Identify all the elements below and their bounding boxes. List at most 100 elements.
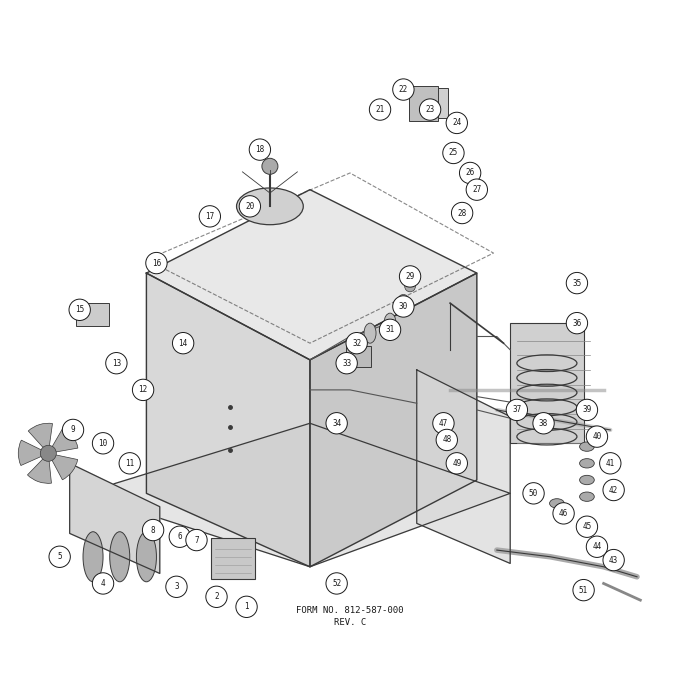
Circle shape <box>400 266 421 287</box>
Polygon shape <box>416 370 510 563</box>
Text: 32: 32 <box>352 339 361 348</box>
Circle shape <box>346 332 368 354</box>
Text: 17: 17 <box>205 212 214 221</box>
Text: REV. C: REV. C <box>334 618 366 627</box>
Circle shape <box>566 273 587 294</box>
Text: 2: 2 <box>214 592 219 601</box>
Text: 29: 29 <box>405 272 414 281</box>
Circle shape <box>119 453 141 474</box>
Circle shape <box>566 312 587 334</box>
Circle shape <box>466 179 487 201</box>
Polygon shape <box>146 190 477 360</box>
Circle shape <box>326 413 347 434</box>
FancyBboxPatch shape <box>409 86 438 121</box>
Circle shape <box>587 426 608 448</box>
Text: 49: 49 <box>452 459 461 468</box>
Text: 48: 48 <box>442 435 452 444</box>
Text: 1: 1 <box>244 602 249 611</box>
Circle shape <box>393 296 414 317</box>
Text: 31: 31 <box>386 325 395 334</box>
Text: 46: 46 <box>559 509 568 518</box>
Circle shape <box>506 399 528 421</box>
Text: 51: 51 <box>579 586 588 595</box>
Text: 15: 15 <box>75 306 84 314</box>
Circle shape <box>132 379 154 400</box>
Text: 39: 39 <box>582 405 592 415</box>
Text: 7: 7 <box>194 536 199 544</box>
Circle shape <box>405 281 415 292</box>
Text: 10: 10 <box>99 439 108 448</box>
Text: 6: 6 <box>178 532 182 541</box>
Circle shape <box>446 453 468 474</box>
Text: 27: 27 <box>473 185 482 194</box>
Polygon shape <box>70 463 160 573</box>
Text: 40: 40 <box>592 432 601 441</box>
Circle shape <box>419 99 441 120</box>
Ellipse shape <box>580 458 594 468</box>
Ellipse shape <box>110 532 130 581</box>
Circle shape <box>186 530 207 551</box>
Circle shape <box>69 299 90 320</box>
Text: 13: 13 <box>112 359 121 367</box>
Ellipse shape <box>83 532 103 581</box>
Text: 3: 3 <box>174 582 179 592</box>
Text: 21: 21 <box>375 105 385 114</box>
Circle shape <box>206 586 228 608</box>
Circle shape <box>92 573 113 594</box>
Circle shape <box>436 429 458 451</box>
Circle shape <box>172 332 194 354</box>
Text: 4: 4 <box>101 579 106 588</box>
Text: 9: 9 <box>71 425 76 435</box>
Text: 18: 18 <box>256 145 265 154</box>
Text: 41: 41 <box>606 459 615 468</box>
Circle shape <box>379 319 400 341</box>
Text: 5: 5 <box>57 553 62 561</box>
Text: 25: 25 <box>449 149 458 157</box>
Text: 28: 28 <box>458 209 467 217</box>
Ellipse shape <box>364 323 376 343</box>
Circle shape <box>249 139 271 160</box>
Wedge shape <box>27 454 52 483</box>
Ellipse shape <box>580 492 594 501</box>
Circle shape <box>433 413 454 434</box>
Circle shape <box>393 79 414 100</box>
Circle shape <box>166 576 187 598</box>
FancyBboxPatch shape <box>211 538 256 579</box>
Text: 44: 44 <box>592 542 601 551</box>
Circle shape <box>262 158 278 174</box>
Polygon shape <box>83 423 510 567</box>
Circle shape <box>106 353 127 374</box>
Circle shape <box>600 453 621 474</box>
Circle shape <box>142 520 164 540</box>
Text: 52: 52 <box>332 579 342 588</box>
Circle shape <box>446 112 468 134</box>
Wedge shape <box>28 423 52 454</box>
Text: 50: 50 <box>529 489 538 498</box>
Circle shape <box>336 353 357 374</box>
Circle shape <box>603 549 624 571</box>
Ellipse shape <box>237 188 303 225</box>
Ellipse shape <box>136 532 156 581</box>
Circle shape <box>523 483 544 504</box>
Text: 38: 38 <box>539 419 548 428</box>
Text: 43: 43 <box>609 556 618 565</box>
Text: 11: 11 <box>125 459 134 468</box>
Circle shape <box>146 252 167 274</box>
Circle shape <box>169 526 190 547</box>
Text: 42: 42 <box>609 485 618 495</box>
FancyBboxPatch shape <box>76 303 109 326</box>
FancyBboxPatch shape <box>346 346 371 367</box>
Text: 36: 36 <box>573 318 582 328</box>
Text: 23: 23 <box>426 105 435 114</box>
Circle shape <box>398 295 409 305</box>
Text: 12: 12 <box>139 386 148 394</box>
Ellipse shape <box>384 313 396 333</box>
Circle shape <box>603 479 624 501</box>
Text: 47: 47 <box>439 419 448 428</box>
Text: 26: 26 <box>466 168 475 178</box>
Text: 24: 24 <box>452 118 461 127</box>
Circle shape <box>452 203 472 223</box>
Text: 20: 20 <box>245 202 255 211</box>
Ellipse shape <box>550 499 564 508</box>
Circle shape <box>443 142 464 164</box>
